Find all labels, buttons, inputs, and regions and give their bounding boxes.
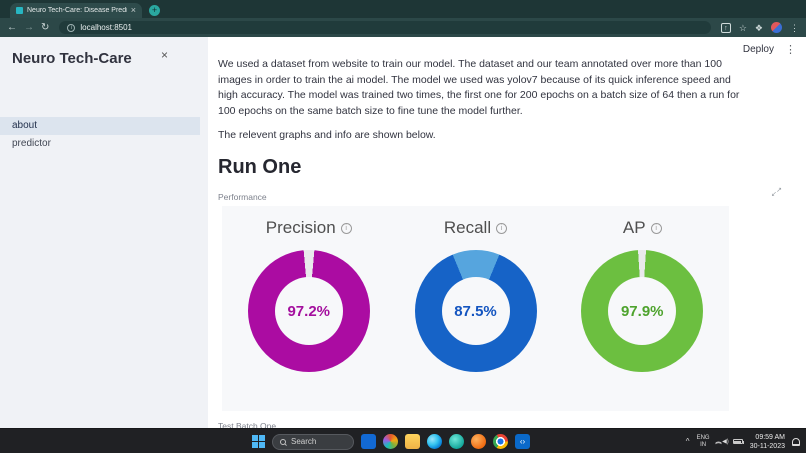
tab-favicon-icon xyxy=(16,7,23,14)
deploy-button[interactable]: Deploy xyxy=(742,43,774,55)
url-bar[interactable]: localhost:8501 xyxy=(59,21,711,34)
info-icon[interactable] xyxy=(650,222,662,234)
file-explorer-icon[interactable] xyxy=(405,434,420,449)
teams-icon[interactable] xyxy=(449,434,464,449)
app-header: Deploy xyxy=(208,37,806,61)
date-text: 30-11-2023 xyxy=(749,442,785,450)
metric-ap: AP 97.9% xyxy=(562,218,722,411)
metric-recall: Recall 87.5% xyxy=(396,218,556,411)
search-label: Search xyxy=(291,437,317,446)
performance-chart-card: Precision 97.2% Recall 87.5% xyxy=(222,206,729,411)
clock[interactable]: 09:59 AM 30-11-2023 xyxy=(750,433,785,451)
browser-menu-icon[interactable] xyxy=(790,23,799,33)
recall-value: 87.5% xyxy=(454,302,497,320)
system-tray: ENG IN 09:59 AM 30-11-2023 xyxy=(686,429,800,453)
vscode-icon[interactable]: ‹› xyxy=(515,434,530,449)
graphs-note: The relevent graphs and info are shown b… xyxy=(218,129,436,141)
test-batch-label: Test Batch One xyxy=(218,421,277,428)
fullscreen-icon[interactable] xyxy=(771,187,782,198)
forward-icon[interactable] xyxy=(24,23,34,33)
metric-title-ap: AP xyxy=(622,218,646,237)
page-content: We used a dataset from website to train … xyxy=(218,57,751,428)
browser-tab[interactable]: Neuro Tech-Care: Disease Predi... xyxy=(10,3,142,18)
reload-icon[interactable] xyxy=(41,23,49,33)
metric-precision: Precision 97.2% xyxy=(229,218,389,411)
volume-icon xyxy=(722,438,729,445)
mail-icon[interactable] xyxy=(361,434,376,449)
extensions-icon[interactable] xyxy=(755,23,763,33)
chrome-icon[interactable] xyxy=(493,434,508,449)
browser-tabstrip: Neuro Tech-Care: Disease Predi... xyxy=(0,0,806,18)
photos-icon[interactable] xyxy=(383,434,398,449)
battery-icon xyxy=(732,439,744,444)
precision-value: 97.2% xyxy=(287,302,331,320)
precision-donut-chart: 97.2% xyxy=(247,250,370,372)
system-icons[interactable] xyxy=(714,438,744,445)
main-area: Deploy We used a dataset from website to… xyxy=(208,37,806,428)
windows-taskbar: Search ‹› ENG IN 09:59 AM 30-11-2023 xyxy=(0,428,806,453)
toolbar-right xyxy=(720,22,799,33)
share-icon[interactable] xyxy=(720,22,731,33)
taskbar-center: Search ‹› xyxy=(252,429,530,453)
recall-donut-chart: 87.5% xyxy=(414,250,537,372)
taskbar-search[interactable]: Search xyxy=(272,433,354,450)
site-info-icon[interactable] xyxy=(67,23,76,32)
wifi-icon xyxy=(714,441,720,443)
info-icon[interactable] xyxy=(340,222,352,234)
ap-value: 97.9% xyxy=(620,302,664,320)
section-title: Run One xyxy=(218,156,302,178)
sidebar-item-predictor[interactable]: predictor xyxy=(12,138,51,149)
firefox-icon[interactable] xyxy=(471,434,486,449)
taskbar-icons: ‹› xyxy=(361,434,530,449)
tab-title: Neuro Tech-Care: Disease Predi... xyxy=(27,7,127,14)
ap-donut-chart: 97.9% xyxy=(581,250,704,372)
time-text: 09:59 AM xyxy=(755,433,785,441)
sidebar: Neuro Tech-Care about predictor xyxy=(0,37,208,428)
tray-chevron-icon[interactable] xyxy=(686,437,690,446)
back-icon[interactable] xyxy=(7,23,17,33)
search-icon xyxy=(280,438,286,445)
intro-paragraph: We used a dataset from website to train … xyxy=(218,58,740,117)
sidebar-title: Neuro Tech-Care xyxy=(12,50,132,67)
edge-icon[interactable] xyxy=(427,434,442,449)
bookmark-star-icon[interactable] xyxy=(739,23,747,33)
performance-label: Performance xyxy=(218,192,267,202)
sidebar-nav: about predictor xyxy=(0,117,200,153)
streamlit-app: Neuro Tech-Care about predictor Deploy W… xyxy=(0,37,806,428)
language-indicator[interactable]: ENG IN xyxy=(696,434,710,448)
sidebar-item-about[interactable]: about xyxy=(0,117,200,135)
url-text: localhost:8501 xyxy=(80,23,132,32)
sidebar-close-icon[interactable] xyxy=(161,48,168,62)
new-tab-button[interactable] xyxy=(149,5,160,16)
browser-toolbar: localhost:8501 xyxy=(0,18,806,37)
info-icon[interactable] xyxy=(496,222,508,234)
metric-title-precision: Precision xyxy=(265,218,336,237)
tab-close-icon[interactable] xyxy=(131,6,136,15)
app-menu-icon[interactable] xyxy=(785,43,796,56)
windows-start-icon[interactable] xyxy=(252,435,265,448)
profile-avatar[interactable] xyxy=(771,22,782,33)
notification-bell-icon[interactable] xyxy=(792,437,800,446)
metric-title-recall: Recall xyxy=(443,218,492,237)
